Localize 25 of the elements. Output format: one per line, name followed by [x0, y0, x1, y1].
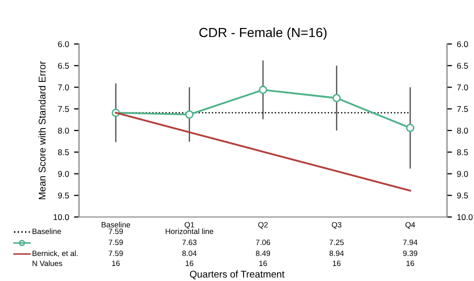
y-tick-label: 10.0: [54, 214, 69, 220]
y2-tick-label: 8.0: [457, 128, 468, 134]
chart-title: CDR - Female (N=16): [199, 27, 327, 40]
y-tick-label: 6.5: [58, 62, 69, 69]
point: [332, 94, 341, 102]
y-tick-label: 8.5: [58, 149, 69, 156]
y-tick-label: 8.0: [58, 128, 69, 134]
y-tick-label: 9.5: [58, 192, 69, 198]
y-tick-label: 6.0: [58, 41, 69, 48]
y2-tick-label: 8.5: [457, 149, 468, 156]
point: [185, 110, 194, 119]
y2-tick-label: 7.0: [457, 84, 468, 90]
y2-tick-label: 9.5: [457, 192, 468, 198]
y2-tick-label: 7.5: [457, 106, 468, 112]
y-tick-label: 9.0: [58, 170, 69, 177]
point: [406, 124, 414, 132]
y2-tick-label: 10.0: [457, 214, 473, 220]
y-axis-title: Mean Score with Standard Error: [38, 61, 46, 200]
x-axis-title: Quarters of Treatment: [190, 270, 284, 280]
y-tick-label: 7.5: [58, 106, 69, 112]
y2-tick-label: 6.0: [457, 41, 468, 48]
y2-tick-label: 6.5: [457, 62, 468, 69]
y2-tick-label: 9.0: [457, 170, 468, 177]
y-tick-label: 7.0: [58, 84, 69, 90]
point: [258, 86, 268, 94]
